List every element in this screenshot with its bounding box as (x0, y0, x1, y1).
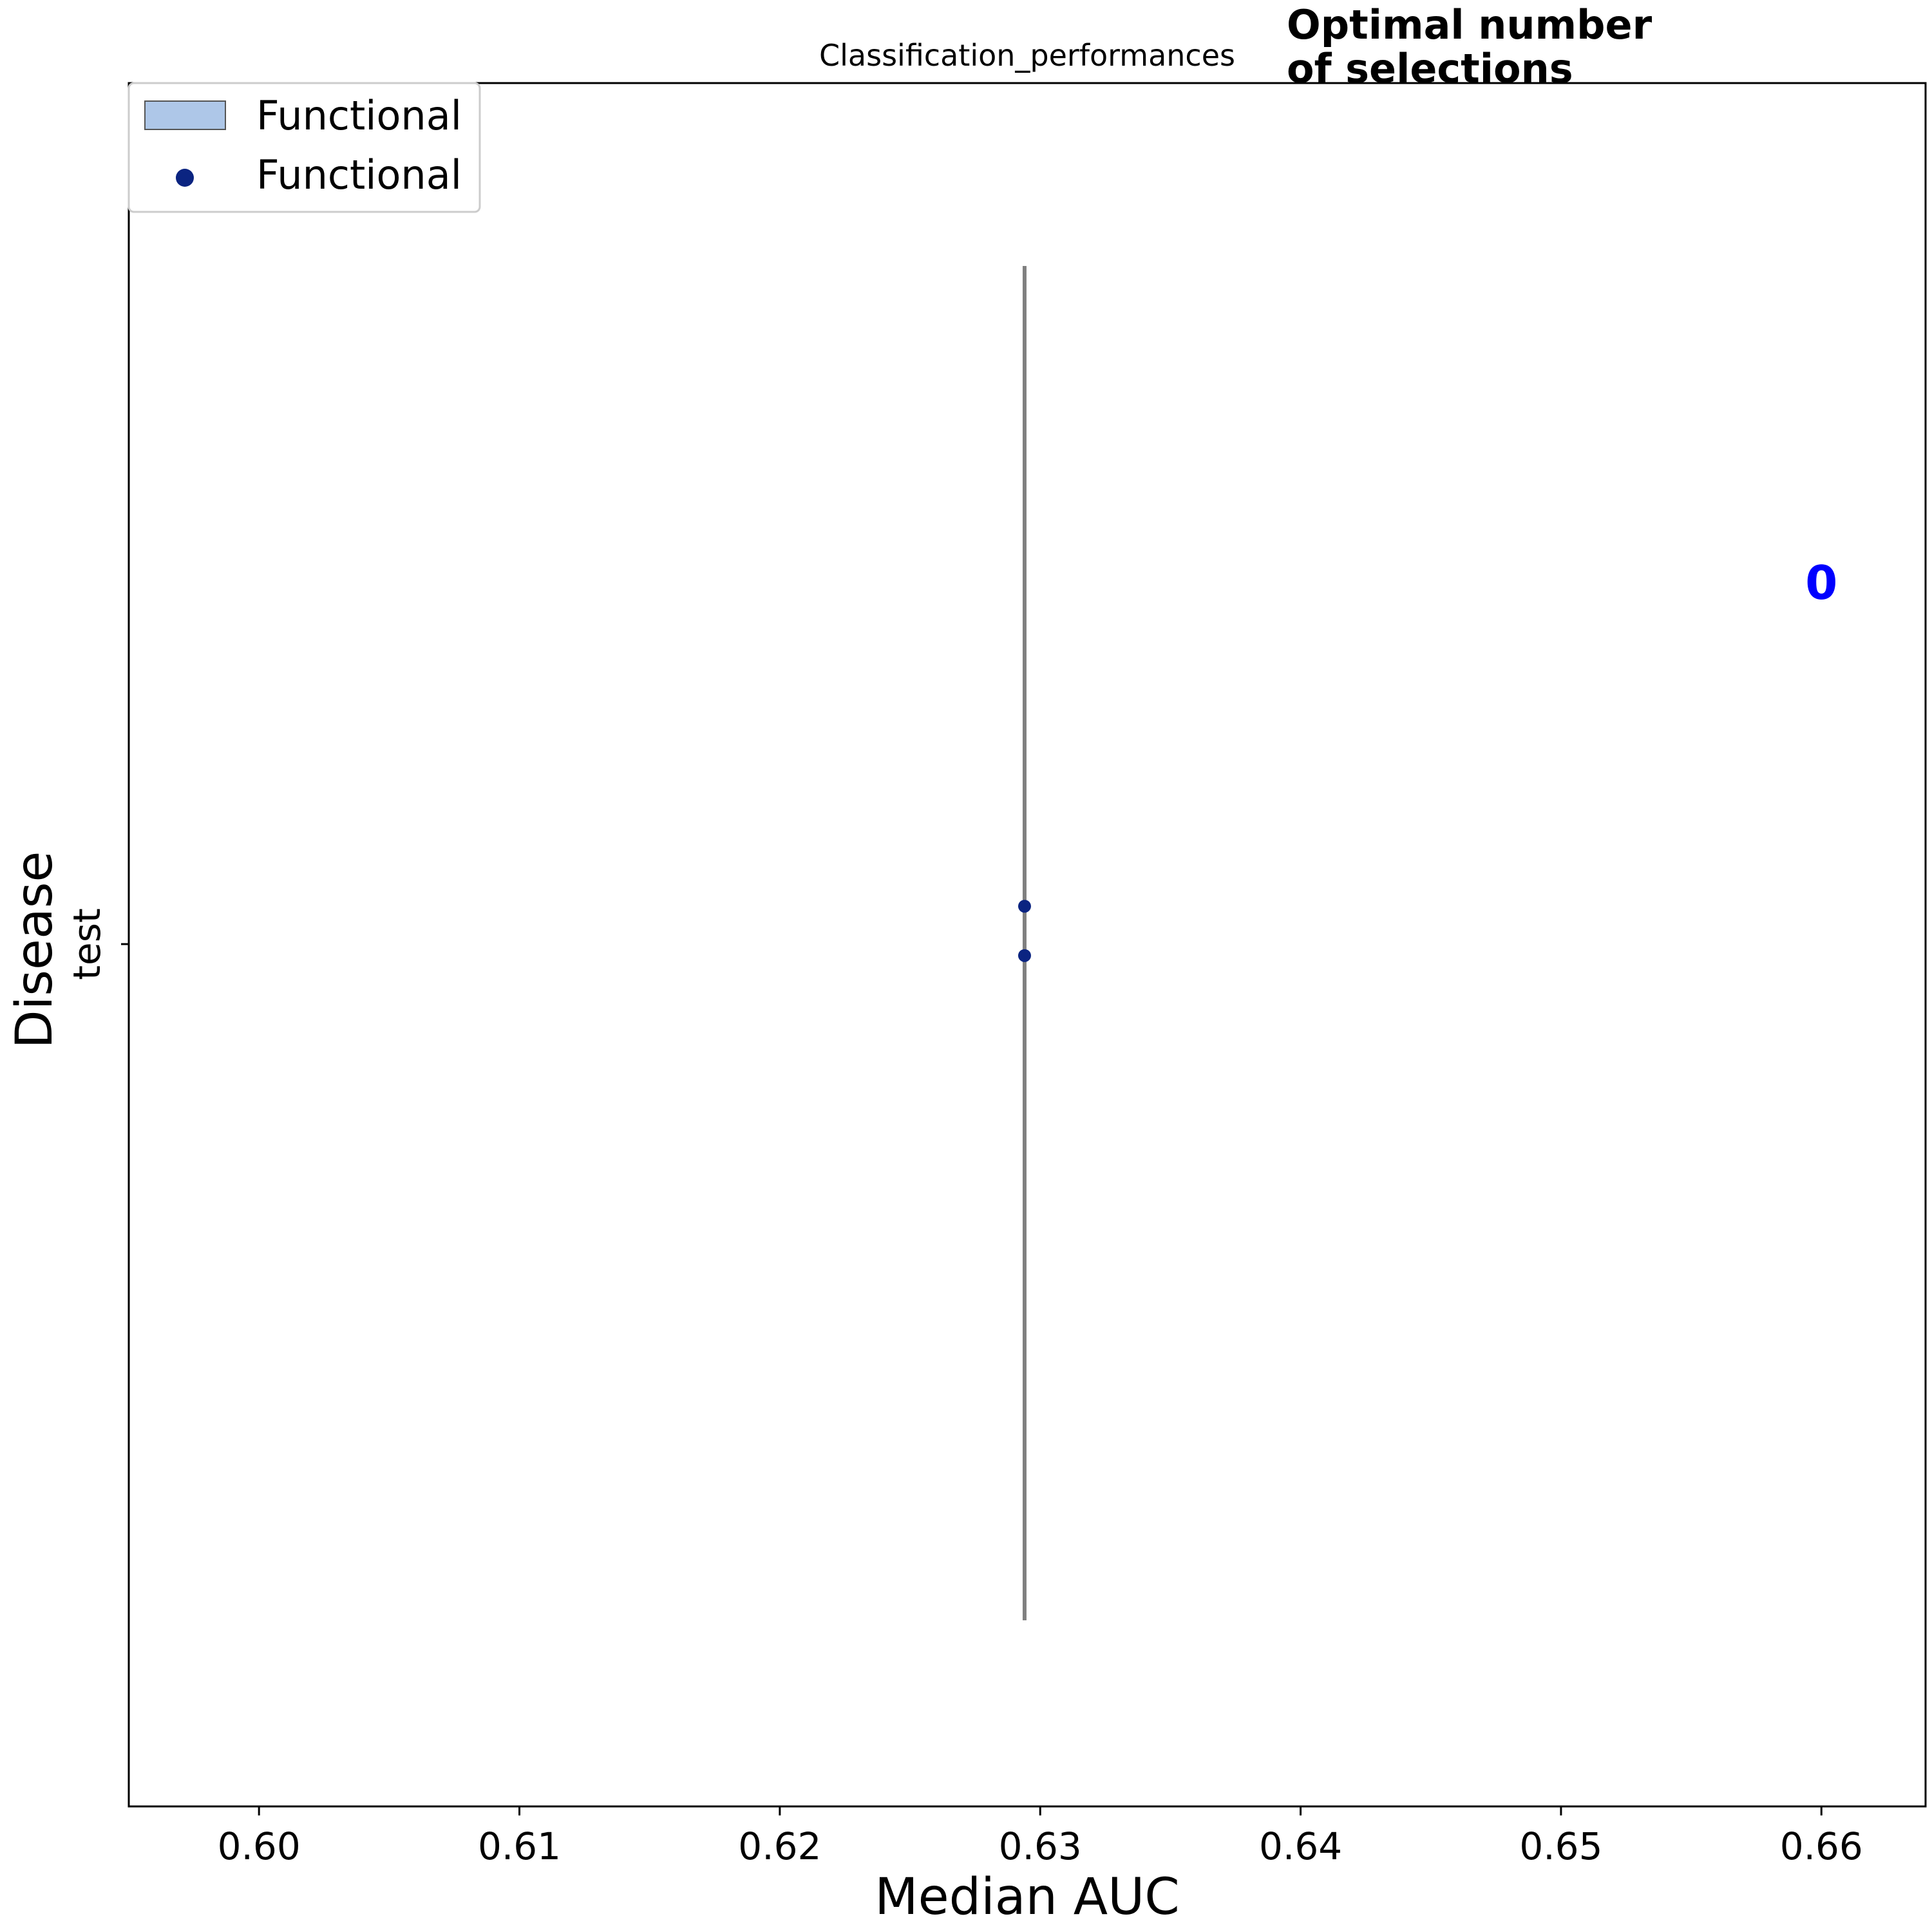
y-category-label: test (65, 908, 109, 980)
x-tick-label: 0.64 (1259, 1824, 1342, 1868)
legend-marker-icon (176, 169, 194, 187)
x-tick-label: 0.62 (738, 1824, 821, 1868)
legend: Functional Functional (128, 82, 481, 213)
x-axis: 0.60 0.61 0.62 0.63 0.64 0.65 0.66 (218, 1806, 1863, 1868)
side-title: Optimal number of selections (1287, 1, 1653, 92)
x-axis-label: Median AUC (875, 1868, 1179, 1926)
legend-label-marker: Functional (256, 151, 462, 198)
x-tick-label: 0.66 (1780, 1824, 1863, 1868)
x-tick-label: 0.63 (999, 1824, 1082, 1868)
x-tick-label: 0.60 (218, 1824, 301, 1868)
optimal-selection-count: 0 (1805, 556, 1837, 610)
x-tick-label: 0.61 (478, 1824, 561, 1868)
chart-title: Classification_performances (819, 38, 1235, 73)
legend-label-patch: Functional (256, 92, 462, 139)
data-point (1018, 949, 1031, 962)
points-layer (1018, 900, 1031, 962)
data-point (1018, 900, 1031, 913)
x-tick-label: 0.65 (1519, 1824, 1602, 1868)
legend-patch-icon (144, 100, 226, 130)
y-axis-label: Disease (6, 851, 64, 1049)
